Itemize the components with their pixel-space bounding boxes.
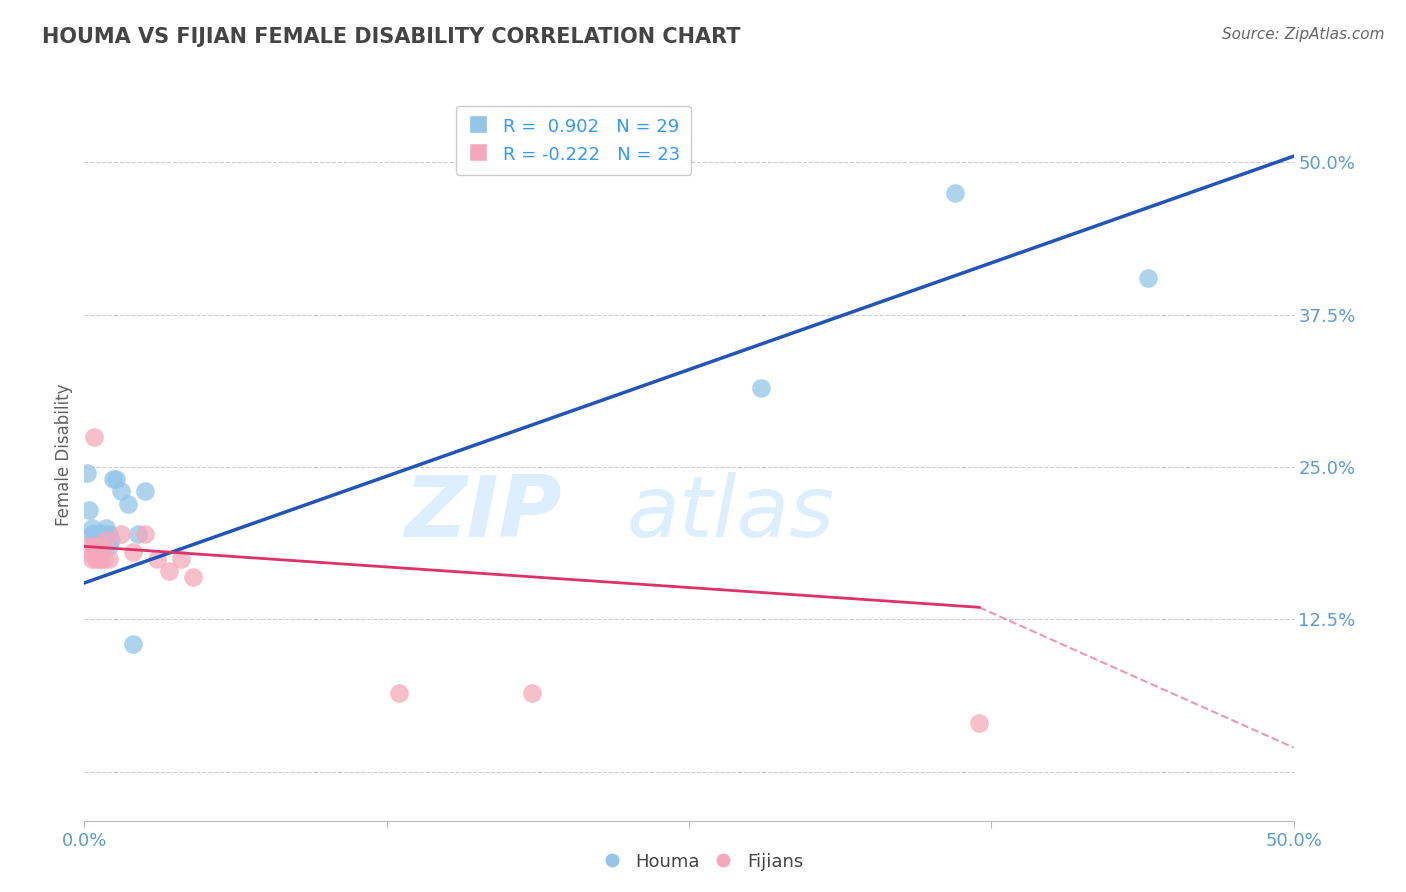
Point [127, 527, 149, 541]
Point [83, 533, 105, 548]
Point [103, 472, 125, 486]
Point [87, 539, 110, 553]
Point [76, 539, 98, 553]
Point [83, 527, 105, 541]
Point [146, 551, 169, 566]
Point [117, 497, 139, 511]
Point [87, 551, 110, 566]
Text: HOUMA VS FIJIAN FEMALE DISABILITY CORRELATION CHART: HOUMA VS FIJIAN FEMALE DISABILITY CORREL… [42, 27, 741, 46]
Point [86, 539, 108, 553]
Point [90, 527, 112, 541]
Point [121, 545, 143, 559]
Point [110, 527, 132, 541]
Point [90, 551, 112, 566]
Point [86, 527, 108, 541]
Y-axis label: Female Disability: Female Disability [55, 384, 73, 526]
Point [388, 686, 411, 700]
Text: atlas: atlas [626, 472, 834, 555]
Point [77, 503, 100, 517]
Point [93, 539, 115, 553]
Point [134, 484, 156, 499]
Point [100, 533, 122, 548]
Point [93, 551, 115, 566]
Point [170, 551, 193, 566]
Point [83, 539, 105, 553]
Point [751, 381, 773, 395]
Point [181, 570, 204, 584]
Point [97, 539, 120, 553]
Point [80, 521, 103, 535]
Point [104, 472, 127, 486]
Point [76, 466, 98, 480]
Legend: R =  0.902   N = 29, R = -0.222   N = 23: R = 0.902 N = 29, R = -0.222 N = 23 [456, 105, 692, 175]
Point [83, 430, 105, 444]
Text: Source: ZipAtlas.com: Source: ZipAtlas.com [1222, 27, 1385, 42]
Point [97, 527, 120, 541]
Point [80, 527, 103, 541]
Point [86, 551, 108, 566]
Point [94, 521, 117, 535]
Point [94, 533, 117, 548]
Point [86, 533, 108, 548]
Point [90, 539, 112, 553]
Point [90, 539, 112, 553]
Point [94, 533, 117, 548]
Text: ZIP: ZIP [405, 472, 562, 555]
Point [97, 551, 120, 566]
Point [967, 716, 990, 731]
Point [93, 527, 115, 541]
Point [157, 564, 180, 578]
Point [87, 527, 110, 541]
Point [121, 637, 143, 651]
Point [77, 545, 100, 559]
Point [943, 186, 966, 200]
Point [110, 484, 132, 499]
Legend: Houma, Fijians: Houma, Fijians [596, 845, 810, 879]
Point [1137, 271, 1160, 285]
Point [520, 686, 543, 700]
Point [134, 527, 156, 541]
Point [80, 551, 103, 566]
